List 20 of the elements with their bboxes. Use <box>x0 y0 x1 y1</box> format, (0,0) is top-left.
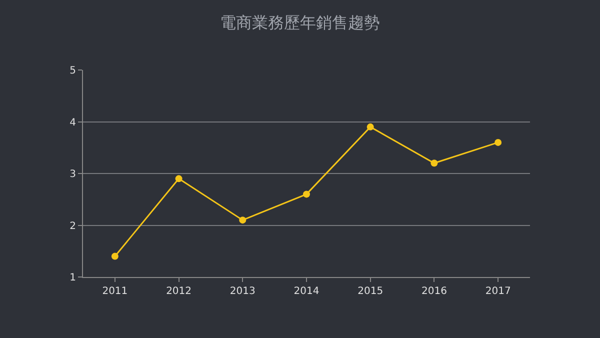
point <box>111 252 118 260</box>
y-tick-label: 3 <box>70 169 76 180</box>
x-tick-label: 2016 <box>421 286 447 297</box>
x-tick-label: 2012 <box>166 286 192 297</box>
y-tick-label: 4 <box>70 117 76 128</box>
point <box>430 160 438 167</box>
chart-title: 電商業務歷年銷售趨勢 <box>220 13 380 32</box>
point <box>303 190 310 198</box>
x-tick-label: 2014 <box>294 286 320 297</box>
point <box>366 123 374 130</box>
x-tick-label: 2017 <box>485 286 511 297</box>
point <box>175 175 182 182</box>
y-tick-label: 1 <box>70 272 76 284</box>
point <box>239 216 246 224</box>
y-tick-label: 2 <box>70 220 76 232</box>
x-tick-label: 2011 <box>102 286 128 297</box>
x-tick-label: 2013 <box>230 286 256 297</box>
point <box>494 138 502 146</box>
x-tick-label: 2015 <box>358 286 384 297</box>
y-tick-label: 5 <box>70 66 76 76</box>
